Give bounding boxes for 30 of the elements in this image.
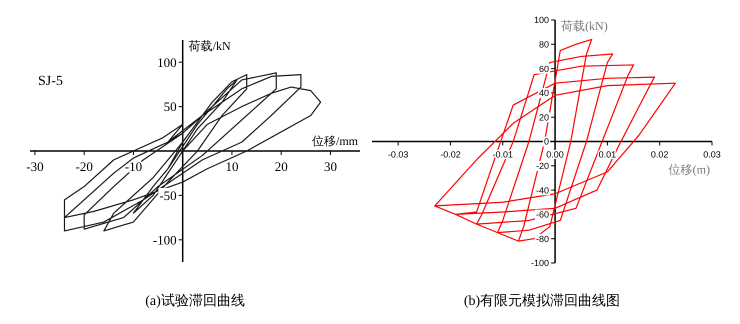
y-axis-title: 荷载/kN [188, 39, 232, 53]
y-tick-label: -100 [152, 232, 177, 248]
y-tick-label: 100 [534, 15, 550, 26]
text: (a)试验滞回曲线 [145, 293, 245, 309]
x-tick-label: -30 [26, 159, 44, 174]
x-tick-label: 30 [324, 159, 337, 174]
x-tick-label: 20 [274, 159, 288, 174]
y-tick-label: 100 [157, 54, 177, 70]
y-tick-label: 20 [539, 112, 550, 122]
y-tick-label: 50 [164, 99, 177, 114]
y-tick-label: -50 [159, 188, 177, 203]
y-tick-label: -80 [536, 234, 550, 244]
text: (b)有限元模拟滞回曲线图 [464, 293, 620, 309]
y-tick-label: 0 [544, 136, 550, 147]
y-axis-title: 荷载(kN) [561, 19, 608, 33]
x-tick-label: -0.02 [440, 150, 461, 160]
x-axis-title: 位移/mm [312, 134, 359, 148]
x-tick-label: 0.03 [703, 150, 721, 160]
y-tick-label: 40 [539, 88, 550, 98]
y-tick-label: -100 [531, 258, 550, 268]
y-tick-label: 60 [539, 64, 550, 74]
y-tick-label: -40 [536, 185, 550, 196]
annotation: SJ-5 [38, 74, 63, 89]
y-tick-label: 80 [539, 39, 550, 50]
x-axis-title: 位移(m) [668, 162, 710, 176]
y-tick-label: -60 [536, 210, 550, 220]
x-tick-label: 10 [225, 159, 238, 174]
x-tick-label: 0.02 [650, 150, 668, 160]
x-tick-label: -0.03 [388, 150, 408, 160]
x-tick-label: -20 [76, 159, 93, 174]
